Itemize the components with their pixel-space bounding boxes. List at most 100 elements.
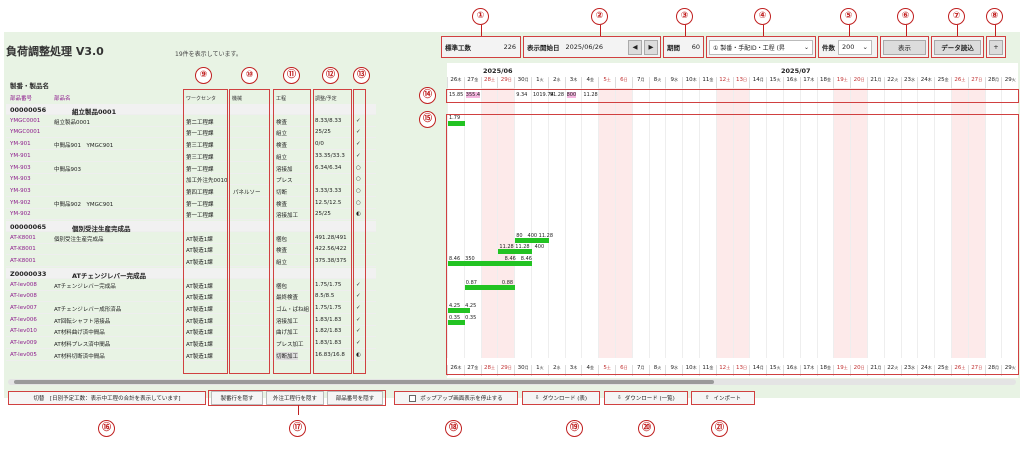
day-column bbox=[615, 88, 632, 358]
gantt-bar[interactable] bbox=[448, 307, 470, 313]
day-weekday: 月 bbox=[640, 365, 645, 370]
item-no-link[interactable]: AT-K8001 bbox=[10, 234, 36, 241]
plus-button[interactable]: + bbox=[989, 39, 1003, 55]
table-row[interactable]: AT-lev005 AT材料切断済中間品 AT製造1課 切断加工 16.83/16.8 ◐ bbox=[6, 350, 376, 361]
hide-outsource-rows-button[interactable]: 外注工程行を隠す bbox=[266, 391, 324, 405]
day-cell: 25金 bbox=[934, 77, 951, 88]
day-cell: 17木 bbox=[799, 77, 817, 88]
day-weekday: 月 bbox=[759, 365, 764, 370]
count-select[interactable]: 200 ⌄ bbox=[838, 39, 872, 55]
table-row[interactable]: AT-lev008 ATチェンジレバー完成品 AT製造1課 梱包 1.75/1.75 ✓ bbox=[6, 280, 376, 291]
item-no-link[interactable]: AT-lev008 bbox=[10, 281, 37, 288]
table-row[interactable]: AT-lev009 AT材料プレス済中間品 AT製造1課 プレス加工 1.83/1.83… bbox=[6, 338, 376, 349]
std-hours-value[interactable]: 226 bbox=[503, 43, 516, 51]
item-no-link[interactable]: AT-lev005 bbox=[10, 351, 37, 358]
table-row[interactable]: AT-lev008 AT製造1課 最終検査 8.5/8.5 ✓ bbox=[6, 291, 376, 303]
item-no-link[interactable]: YM-902 bbox=[10, 211, 31, 218]
table-row[interactable]: AT-lev010 AT材料曲げ済中間品 AT製造1課 曲げ加工 1.82/1.83 ✓ bbox=[6, 326, 376, 338]
table-row[interactable]: YM-903 中間品903 第一工程課 溶接加 6.34/6.34 ○ bbox=[6, 163, 376, 174]
table-row[interactable]: AT-lev006 AT回転シャフト溶接品 AT製造1課 溶接加工 1.83/1.83 ✓ bbox=[6, 315, 376, 326]
group-name: 組立製品0001 bbox=[72, 108, 117, 116]
gantt-bar[interactable] bbox=[448, 120, 465, 126]
gantt-bar[interactable] bbox=[515, 237, 549, 243]
table-row[interactable]: YM-903 加工外注先0010 プレス ○ bbox=[6, 174, 376, 186]
toggle-button[interactable]: 切替 [日別予定工数：表示中工程の合計を表示しています] bbox=[8, 391, 206, 405]
day-weekday: 金 bbox=[944, 77, 949, 82]
item-no-link[interactable]: AT-K8001 bbox=[10, 246, 36, 253]
item-no-link[interactable]: YM-901 bbox=[10, 141, 31, 148]
item-no-link[interactable]: AT-lev007 bbox=[10, 304, 37, 311]
item-no-link[interactable]: YMGC0001 bbox=[10, 117, 41, 124]
day-cell: 27日 bbox=[967, 77, 985, 88]
download-table-button[interactable]: ⇩ ダウンロード (表) bbox=[522, 391, 600, 405]
callout-marker: ⑥ bbox=[897, 8, 914, 25]
stop-popup-toggle[interactable]: ポップアップ画面表示を停止する bbox=[394, 391, 518, 405]
download-list-button[interactable]: ⇩ ダウンロード (一覧) bbox=[604, 391, 688, 405]
item-no-link[interactable]: YMGC0001 bbox=[10, 129, 41, 136]
status-icon: ✓ bbox=[356, 328, 361, 335]
item-no-link[interactable]: YM-901 bbox=[10, 152, 31, 159]
day-weekday: 火 bbox=[657, 365, 662, 370]
table-row[interactable]: AT-lev007 ATチェンジレバー成形済品 AT製造1課 ゴム・ばね組 1.75/1… bbox=[6, 303, 376, 314]
hide-part-no-button[interactable]: 部品番号を隠す bbox=[327, 391, 383, 405]
item-no-link[interactable]: YM-903 bbox=[10, 187, 31, 194]
plan-cell: 1.75/1.75 bbox=[315, 304, 342, 311]
table-row[interactable]: YM-902 第一工程課 溶接加工 25/25 ◐ bbox=[6, 209, 376, 221]
item-no-link[interactable]: AT-lev008 bbox=[10, 293, 37, 300]
day-weekday: 月 bbox=[524, 365, 529, 370]
import-button[interactable]: ⇧ インポート bbox=[691, 391, 755, 405]
item-no-link[interactable]: AT-lev006 bbox=[10, 316, 37, 323]
day-cell: 25金 bbox=[934, 365, 951, 376]
day-weekday: 土 bbox=[726, 365, 731, 370]
table-row[interactable]: AT-K8001 AT製造1課 検査 422.56/422 bbox=[6, 244, 376, 256]
table-row[interactable]: AT-K8001 AT製造1課 組立 375.38/375 bbox=[6, 256, 376, 268]
day-column bbox=[547, 88, 565, 358]
table-row[interactable]: YMGC0001 第一工程課 組立 25/25 ✓ bbox=[6, 127, 376, 139]
show-button[interactable]: 表示 bbox=[883, 39, 926, 55]
horizontal-scrollbar[interactable] bbox=[8, 379, 1016, 385]
gantt-bar[interactable] bbox=[448, 319, 465, 325]
day-column bbox=[883, 88, 901, 358]
stop-popup-checkbox[interactable] bbox=[409, 394, 417, 402]
table-row[interactable]: YM-901 中間品901 YMGC901 第三工程課 検査 0/0 ✓ bbox=[6, 139, 376, 151]
table-row[interactable]: YM-902 中間品902 YMGC901 第一工程課 検査 12.5/12.5 ○ bbox=[6, 198, 376, 209]
item-no-link[interactable]: AT-lev010 bbox=[10, 328, 37, 335]
status-icon: ✓ bbox=[356, 141, 361, 148]
day-cell: 14月 bbox=[749, 365, 766, 376]
day-weekday: 日 bbox=[507, 365, 512, 370]
day-weekday: 月 bbox=[759, 77, 764, 82]
day-column bbox=[699, 88, 716, 358]
day-number: 1 bbox=[536, 77, 540, 83]
item-no-link[interactable]: AT-K8001 bbox=[10, 258, 36, 265]
start-date-input[interactable]: 2025/06/26 bbox=[565, 43, 603, 51]
gantt-bar[interactable] bbox=[448, 261, 532, 267]
table-row[interactable]: YM-901 第三工程課 組立 33.35/33.3 ✓ bbox=[6, 151, 376, 162]
day-weekday: 月 bbox=[994, 365, 999, 370]
period-input[interactable]: 60 bbox=[691, 43, 700, 51]
table-row[interactable]: AT-K8001 個別受注生産完成品 AT製造1課 梱包 491.28/491 bbox=[6, 233, 376, 244]
count-label: 件数 bbox=[822, 44, 835, 52]
load-data-button[interactable]: データ読込 bbox=[934, 39, 981, 55]
day-cell: 6日 bbox=[615, 365, 632, 376]
process-cell: 最終検査 bbox=[276, 295, 299, 302]
item-no-link[interactable]: YM-902 bbox=[10, 199, 31, 206]
day-column bbox=[934, 88, 951, 358]
callout-marker: ⑪ bbox=[283, 67, 300, 84]
day-column bbox=[631, 88, 649, 358]
prev-button[interactable]: ◀ bbox=[628, 39, 642, 55]
item-no-link[interactable]: YM-903 bbox=[10, 164, 31, 171]
item-no-link[interactable]: AT-lev009 bbox=[10, 340, 37, 346]
table-row[interactable]: YMGC0001 組立製品0001 第二工程課 検査 8.33/8.33 ✓ bbox=[6, 116, 376, 127]
table-row[interactable]: YM-903 第四工程課 パネルソー 切断 3.33/3.33 ○ bbox=[6, 186, 376, 197]
item-no-link[interactable]: YM-903 bbox=[10, 176, 31, 183]
sort-select[interactable]: ① 製番・手配ID・工程 (昇 ⌄ bbox=[709, 39, 813, 55]
load-value: 355.4 bbox=[465, 92, 481, 98]
scrollbar-thumb[interactable] bbox=[14, 380, 714, 384]
gantt-bar[interactable] bbox=[498, 249, 532, 255]
next-button[interactable]: ▶ bbox=[644, 39, 658, 55]
load-value: 15.85 bbox=[449, 92, 464, 98]
day-cell: 19土 bbox=[833, 77, 850, 88]
day-cell: 27金 bbox=[463, 365, 481, 376]
hide-order-rows-button[interactable]: 製番行を隠す bbox=[211, 391, 263, 405]
gantt-bar[interactable] bbox=[464, 284, 516, 290]
